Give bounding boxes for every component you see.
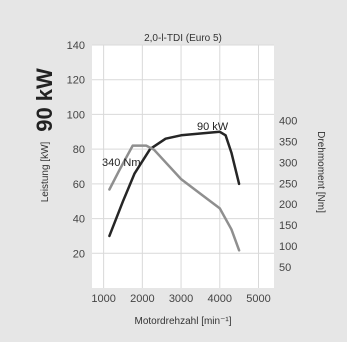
x-tick-label-2: 3000 (169, 293, 193, 305)
series-group (108, 130, 241, 252)
y-left-label: Leistung [kW] (40, 141, 51, 202)
y-left-tick-label-2: 60 (73, 179, 85, 191)
x-tick-label-0: 1000 (91, 293, 115, 305)
y-right-tick-label-5: 300 (279, 157, 297, 169)
y-right-tick-label-4: 250 (279, 178, 297, 190)
y-right-tick-label-3: 200 (279, 199, 297, 211)
power-line (108, 130, 241, 238)
y-left-tick-label-5: 120 (67, 75, 85, 87)
x-tick-label-3: 4000 (208, 293, 232, 305)
y-right-tick-label-7: 400 (279, 115, 297, 127)
x-tick-label-1: 2000 (130, 293, 154, 305)
y-left-ticks: 20 40 60 80 100 120 140 (67, 40, 85, 260)
y-right-tick-label-0: 50 (279, 262, 291, 274)
x-axis-label: Motordrehzahl [min⁻¹] (135, 316, 232, 327)
chart-title: 2,0-l-TDI (Euro 5) (144, 33, 222, 44)
torque-line (108, 144, 241, 252)
y-left-tick-label-0: 20 (73, 248, 85, 260)
x-tick-label-4: 5000 (246, 293, 270, 305)
y-right-tick-label-2: 150 (279, 220, 297, 232)
y-right-tick-label-6: 350 (279, 136, 297, 148)
y-left-tick-label-4: 100 (67, 109, 85, 121)
y-left-tick-label-3: 80 (73, 144, 85, 156)
x-ticks: 1000 2000 3000 4000 5000 (91, 293, 270, 305)
y-right-label: Drehmoment [Nm] (315, 131, 326, 213)
grid (92, 44, 274, 288)
y-right-tick-label-1: 100 (279, 241, 297, 253)
y-left-tick-label-6: 140 (67, 40, 85, 52)
annotation-torque-peak: 340 Nm (102, 157, 141, 169)
y-left-tick-label-1: 40 (73, 214, 85, 226)
power-badge: 90 kW (32, 68, 57, 132)
y-right-ticks: 50 100 150 200 250 300 350 400 (279, 115, 297, 274)
annotation-power-peak: 90 kW (197, 121, 229, 133)
